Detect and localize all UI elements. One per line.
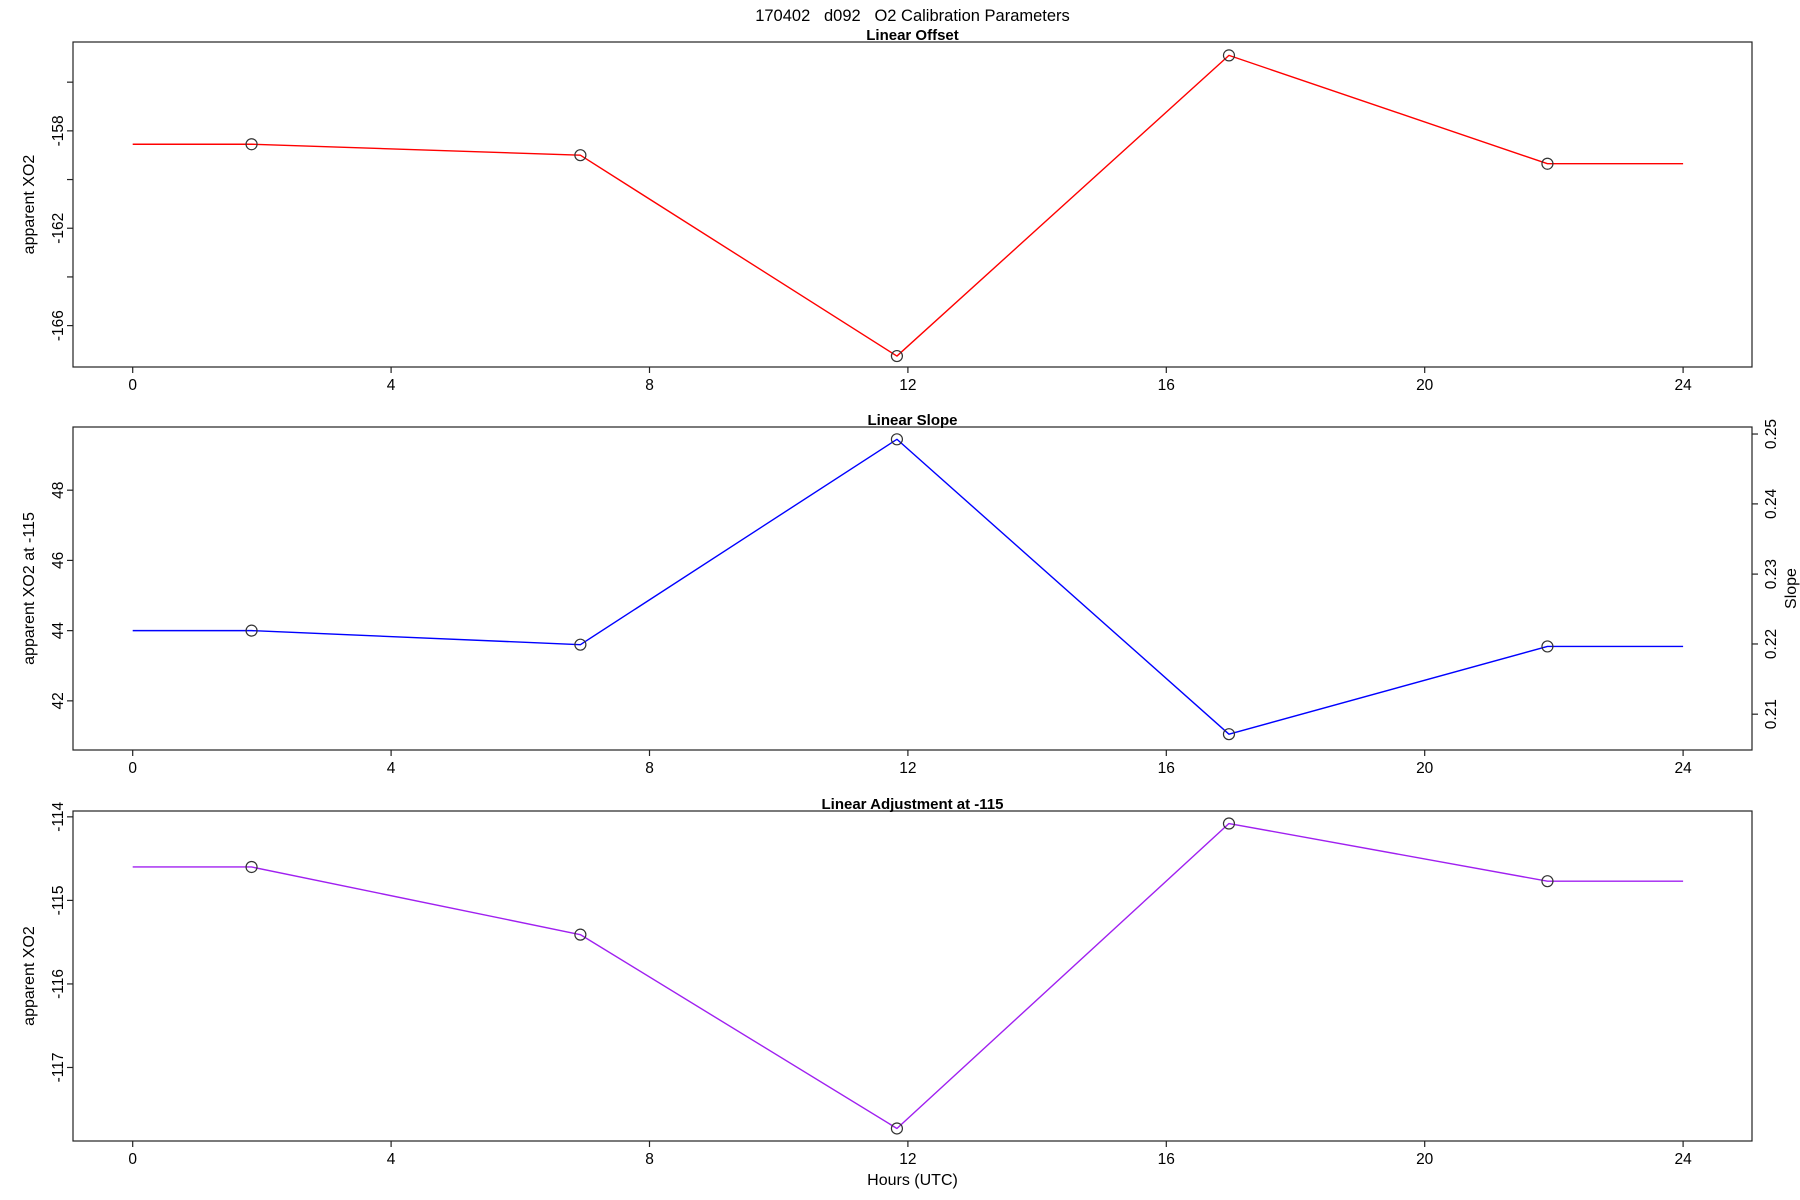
y-tick-label: 44 xyxy=(50,622,67,640)
x-tick-label: 8 xyxy=(645,377,654,394)
x-tick-label: 20 xyxy=(1416,1151,1434,1168)
main-title: 170402 d092 O2 Calibration Parameters xyxy=(755,7,1070,25)
y-tick-label: -158 xyxy=(50,115,67,146)
y-tick-label: -116 xyxy=(50,969,67,999)
data-point xyxy=(574,638,587,651)
data-point xyxy=(245,624,258,637)
x-tick-label: 24 xyxy=(1674,377,1692,394)
x-tick-label: 16 xyxy=(1158,760,1175,777)
panel-linear-adjustment-at-115: Linear Adjustment at -115 0 4 8 12 16 20 24 -114… xyxy=(21,796,1753,1168)
x-tick-label: 12 xyxy=(899,760,916,777)
panel-title: Linear Slope xyxy=(867,412,957,429)
data-point xyxy=(1541,640,1554,653)
x-tick-label: 0 xyxy=(128,1151,137,1168)
y-tick-label: -162 xyxy=(50,213,67,244)
data-line xyxy=(132,822,1684,1130)
y-tick-label: 46 xyxy=(50,552,67,569)
right-y-tick-label: 0.25 xyxy=(1763,419,1780,449)
y-tick-label: -115 xyxy=(50,885,67,915)
panel-linear-offset: Linear Offset 0 4 8 12 16 20 24 -158 -162 -166 appa… xyxy=(21,27,1753,394)
x-tick-label: 0 xyxy=(128,377,137,394)
right-axis-title: Slope xyxy=(1783,568,1800,609)
x-tick-label: 4 xyxy=(387,377,396,394)
data-line xyxy=(132,54,1684,357)
x-tick-label: 16 xyxy=(1158,1151,1175,1168)
x-tick-label: 0 xyxy=(128,760,137,777)
x-axis-label: Hours (UTC) xyxy=(867,1172,958,1189)
right-y-tick-label: 0.23 xyxy=(1763,559,1780,589)
data-line xyxy=(132,438,1684,735)
x-tick-label: 24 xyxy=(1674,1151,1692,1168)
data-point xyxy=(245,860,258,874)
right-y-tick-label: 0.22 xyxy=(1763,629,1780,659)
right-y-tick-label: 0.24 xyxy=(1763,488,1780,519)
plot-box xyxy=(72,41,1753,368)
y-tick-label: 42 xyxy=(50,692,67,709)
x-tick-label: 4 xyxy=(387,1151,396,1168)
x-tick-label: 20 xyxy=(1416,760,1434,777)
panel-title: Linear Adjustment at -115 xyxy=(822,796,1004,813)
data-point xyxy=(245,138,258,151)
data-point xyxy=(1541,157,1554,170)
data-point xyxy=(1222,817,1236,830)
x-tick-label: 12 xyxy=(899,377,916,394)
y-tick-label: 48 xyxy=(50,482,67,499)
x-tick-label: 8 xyxy=(645,760,654,777)
y-axis-title: apparent XO2 at -115 xyxy=(21,512,38,665)
data-point xyxy=(574,928,587,941)
y-axis-title: apparent XO2 xyxy=(21,926,38,1026)
data-point xyxy=(890,1122,904,1135)
data-point xyxy=(1541,875,1554,888)
data-point xyxy=(1222,728,1236,741)
x-tick-label: 4 xyxy=(387,760,396,777)
right-y-tick-label: 0.21 xyxy=(1763,699,1780,729)
y-axis-title: apparent XO2 xyxy=(21,155,38,255)
plot-box xyxy=(72,426,1753,751)
y-tick-label: -117 xyxy=(50,1053,67,1083)
x-tick-label: 16 xyxy=(1158,377,1175,394)
data-point xyxy=(574,149,587,162)
data-point xyxy=(890,433,904,446)
y-tick-label: -114 xyxy=(50,802,67,832)
x-tick-label: 12 xyxy=(899,1151,916,1168)
x-tick-label: 20 xyxy=(1416,377,1434,394)
plot-box xyxy=(72,810,1753,1142)
y-tick-label: -166 xyxy=(50,310,67,341)
x-tick-label: 24 xyxy=(1674,760,1692,777)
x-tick-label: 8 xyxy=(645,1151,654,1168)
data-point xyxy=(1222,49,1236,62)
data-point xyxy=(890,349,904,363)
panel-title: Linear Offset xyxy=(866,27,959,44)
